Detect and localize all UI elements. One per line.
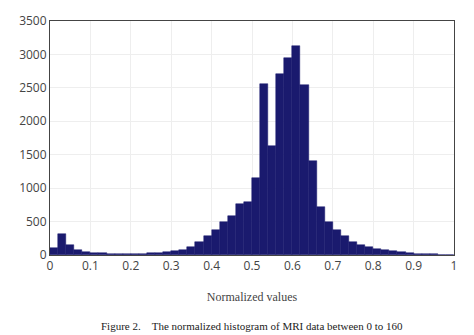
svg-text:Figure 2. The normalized hi: Figure 2. The normalized histogram of MR…	[101, 320, 403, 332]
svg-text:0.3: 0.3	[163, 257, 180, 274]
svg-text:2000: 2000	[19, 112, 47, 129]
svg-text:0.5: 0.5	[244, 257, 261, 274]
svg-text:0.6: 0.6	[284, 257, 301, 274]
svg-text:1000: 1000	[19, 179, 47, 196]
svg-text:0.8: 0.8	[365, 257, 382, 274]
svg-text:0.2: 0.2	[122, 257, 139, 274]
svg-text:0.4: 0.4	[203, 257, 220, 274]
svg-text:500: 500	[26, 213, 47, 230]
svg-text:0.1: 0.1	[82, 257, 99, 274]
svg-text:0: 0	[40, 246, 47, 263]
svg-text:0.9: 0.9	[405, 257, 422, 274]
svg-text:2500: 2500	[19, 79, 47, 96]
svg-text:3500: 3500	[19, 12, 47, 29]
svg-text:1500: 1500	[19, 146, 47, 163]
svg-text:Normalized values: Normalized values	[207, 290, 298, 304]
svg-text:1: 1	[451, 257, 458, 274]
svg-text:0: 0	[47, 257, 54, 274]
svg-text:0.7: 0.7	[324, 257, 341, 274]
svg-text:3000: 3000	[19, 46, 47, 63]
